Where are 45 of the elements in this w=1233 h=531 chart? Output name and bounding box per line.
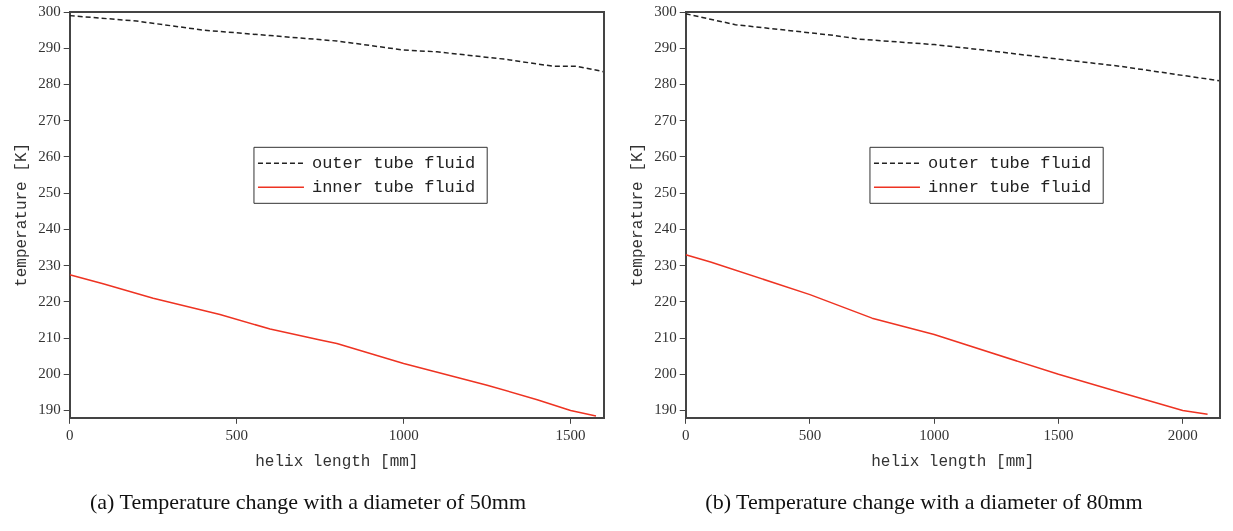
- y-tick-label: 250: [654, 184, 677, 201]
- y-tick-label: 260: [654, 147, 677, 164]
- text: (b) Temperature change with a diameter of 80mm: [705, 489, 1143, 515]
- y-tick-label: 220: [654, 292, 677, 309]
- y-tick-label: 270: [654, 111, 677, 128]
- y-tick-label: 290: [654, 39, 677, 56]
- y-tick-label: 230: [654, 256, 677, 273]
- x-tick-label: 0: [681, 426, 690, 443]
- y-tick-label: 290: [38, 39, 61, 56]
- y-tick-label: 300: [654, 2, 677, 19]
- x-tick-label: 1500: [555, 426, 586, 443]
- y-tick-label: 210: [38, 329, 61, 346]
- y-tick-label: 260: [38, 147, 61, 164]
- line-series: [69, 14, 604, 73]
- line-series: [685, 13, 1220, 82]
- x-tick-label: 1000: [388, 426, 419, 443]
- x-tick-label: 500: [798, 426, 822, 443]
- x-tick-label: 500: [225, 426, 248, 443]
- y-tick-label: 200: [38, 365, 61, 382]
- x-tick-label: 1500: [1043, 426, 1074, 443]
- y-tick-label: 230: [38, 256, 61, 273]
- y-tick-label: 190: [654, 401, 677, 418]
- y-tick-label: 240: [38, 220, 61, 237]
- y-axis-title: temperature [K]: [12, 142, 31, 287]
- y-axis-title: temperature [K]: [628, 142, 647, 287]
- y-tick-label: 220: [38, 292, 61, 309]
- y-tick-label: 280: [38, 75, 61, 92]
- x-axis-title: helix length [mm]: [255, 452, 419, 471]
- text: (a) Temperature change with a diameter of 50mm: [89, 489, 527, 515]
- x-tick-label: 1000: [919, 426, 950, 443]
- y-tick-label: 200: [654, 365, 677, 382]
- legend-label: outer tube fluid: [311, 153, 476, 173]
- y-tick-label: 210: [654, 329, 677, 346]
- y-tick-label: 250: [38, 184, 61, 201]
- y-tick-label: 190: [38, 401, 61, 418]
- y-tick-label: 280: [654, 75, 677, 92]
- y-tick-label: 270: [38, 111, 61, 128]
- legend-label: inner tube fluid: [927, 177, 1092, 197]
- y-tick-label: 240: [654, 220, 677, 237]
- x-tick-label: 0: [65, 426, 74, 443]
- y-tick-label: 300: [38, 2, 61, 19]
- legend-label: outer tube fluid: [927, 153, 1092, 173]
- x-tick-label: 2000: [1167, 426, 1198, 443]
- legend-label: inner tube fluid: [311, 177, 476, 197]
- x-axis-title: helix length [mm]: [871, 452, 1035, 471]
